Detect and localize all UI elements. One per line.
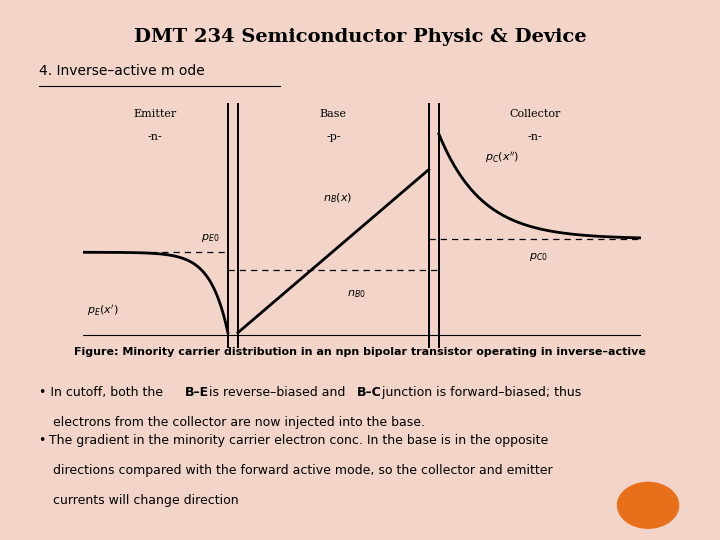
Text: is reverse–biased and: is reverse–biased and (205, 386, 350, 399)
Text: $p_E(x^\prime)$: $p_E(x^\prime)$ (87, 303, 119, 318)
Circle shape (618, 482, 678, 528)
Text: -n-: -n- (148, 132, 163, 141)
Text: directions compared with the forward active mode, so the collector and emitter: directions compared with the forward act… (53, 464, 553, 477)
Text: -p-: -p- (326, 132, 341, 141)
Text: $p_{E0}$: $p_{E0}$ (201, 232, 220, 244)
Text: B–C: B–C (357, 386, 382, 399)
Text: • In cutoff, both the: • In cutoff, both the (40, 386, 167, 399)
Text: $p_{C0}$: $p_{C0}$ (529, 251, 548, 264)
Text: electrons from the collector are now injected into the base.: electrons from the collector are now inj… (53, 416, 426, 429)
Text: Emitter: Emitter (134, 109, 177, 119)
Text: B–E: B–E (184, 386, 209, 399)
Text: Collector: Collector (509, 109, 560, 119)
Text: -n-: -n- (528, 132, 542, 141)
Text: • The gradient in the minority carrier electron conc. In the base is in the oppo: • The gradient in the minority carrier e… (40, 434, 549, 447)
Text: $p_C(x^{\prime\prime})$: $p_C(x^{\prime\prime})$ (485, 150, 519, 165)
Text: $n_{B0}$: $n_{B0}$ (347, 288, 366, 300)
Text: Figure: Minority carrier distribution in an npn bipolar transistor operating in : Figure: Minority carrier distribution in… (74, 347, 646, 357)
Text: currents will change direction: currents will change direction (53, 494, 239, 508)
Text: Base: Base (320, 109, 347, 119)
Text: $n_B(x)$: $n_B(x)$ (323, 192, 352, 205)
Text: 4. Inverse–active m ode: 4. Inverse–active m ode (40, 64, 205, 78)
Text: junction is forward–biased; thus: junction is forward–biased; thus (378, 386, 581, 399)
Text: DMT 234 Semiconductor Physic & Device: DMT 234 Semiconductor Physic & Device (134, 28, 586, 46)
